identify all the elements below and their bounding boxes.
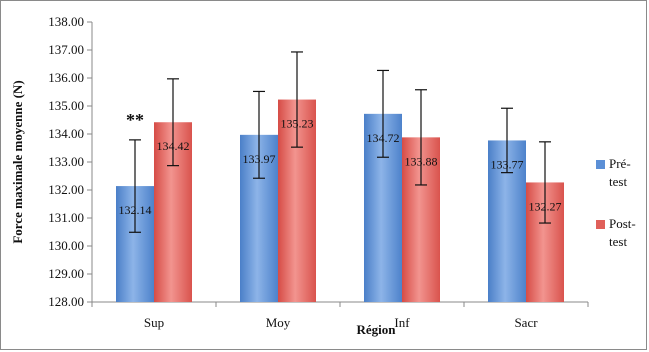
- legend-label: test: [609, 234, 627, 249]
- y-tick-label: 137.00: [48, 42, 84, 57]
- legend-label: Post-: [609, 216, 636, 231]
- y-tick-label: 135.00: [48, 98, 84, 113]
- y-tick-label: 128.00: [48, 294, 84, 309]
- y-axis-title: Force maximale moyenne (N): [10, 80, 25, 243]
- legend-label: test: [609, 174, 627, 189]
- y-tick-label: 134.00: [48, 126, 84, 141]
- y-tick-label: 133.00: [48, 154, 84, 169]
- data-label: 133.97: [243, 152, 276, 166]
- x-axis-title: Région: [357, 322, 397, 337]
- data-label: 134.42: [157, 139, 190, 153]
- significance-annotation: **: [126, 110, 144, 130]
- data-label: 133.77: [491, 157, 524, 171]
- legend-swatch-pre-test: [596, 160, 605, 169]
- data-label: 134.72: [367, 131, 400, 145]
- y-tick-label: 132.00: [48, 182, 84, 197]
- data-label: 133.88: [405, 154, 438, 168]
- data-label: 135.23: [281, 117, 314, 131]
- x-tick-label: Moy: [266, 315, 291, 330]
- data-label: 132.27: [529, 199, 562, 213]
- y-tick-label: 130.00: [48, 238, 84, 253]
- y-tick-label: 138.00: [48, 14, 84, 29]
- x-tick-label: Sup: [144, 315, 164, 330]
- x-tick-label: Sacr: [514, 315, 538, 330]
- x-tick-label: Inf: [394, 315, 410, 330]
- y-tick-label: 129.00: [48, 266, 84, 281]
- legend-label: Pré-: [609, 156, 631, 171]
- legend-swatch-post-test: [596, 220, 605, 229]
- y-tick-label: 136.00: [48, 70, 84, 85]
- data-label: 132.14: [119, 203, 152, 217]
- y-tick-label: 131.00: [48, 210, 84, 225]
